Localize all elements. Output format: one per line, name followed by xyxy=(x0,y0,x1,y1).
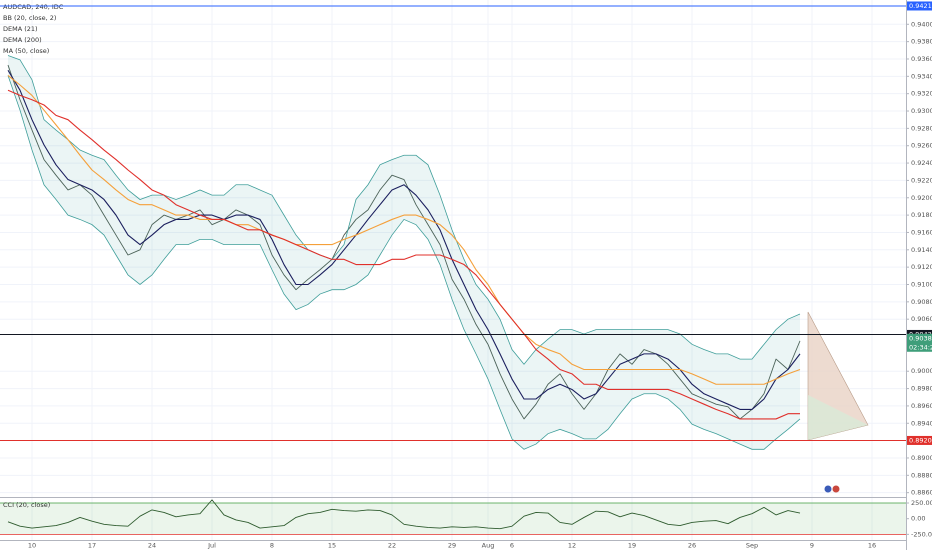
y-tick-label: 0.00 xyxy=(911,515,925,523)
bb-upper xyxy=(7,55,801,365)
x-tick-label: Aug xyxy=(482,542,495,550)
legend-label: AUDCAD, 240, IDC xyxy=(3,3,64,11)
x-tick-label: Sep xyxy=(746,542,758,550)
legend-label: DEMA (21) xyxy=(3,25,38,33)
x-tick-label: 17 xyxy=(88,542,96,550)
legend-label: CCI (20, close) xyxy=(3,501,50,509)
x-tick-label: 15 xyxy=(328,542,336,550)
cci-band xyxy=(0,503,906,535)
legend-label: BB (20, close, 2) xyxy=(3,14,56,22)
flag-icon[interactable] xyxy=(824,485,832,493)
series-line xyxy=(7,75,801,385)
x-tick-label: 22 xyxy=(388,542,396,550)
flag-icon[interactable] xyxy=(832,485,840,493)
y-tick-label: 0.88600 xyxy=(911,489,932,497)
x-tick-label: 12 xyxy=(568,542,576,550)
countdown-label: 02:34:24 xyxy=(909,343,932,351)
grid xyxy=(0,0,906,540)
series-line xyxy=(7,499,801,530)
x-tick-label: 8 xyxy=(270,542,274,550)
legend-label: DEMA (200) xyxy=(3,36,42,44)
x-tick-label: 16 xyxy=(868,542,876,550)
last-price-bg xyxy=(907,333,932,352)
projection-triangle-lower xyxy=(808,395,868,440)
y-tick-label: -250.00 xyxy=(911,530,932,538)
x-tick-label: 19 xyxy=(628,542,636,550)
x-tick-label: 6 xyxy=(510,542,514,550)
bb-fill xyxy=(8,55,800,450)
price-label: 0.94211 xyxy=(909,2,932,10)
price-label: 0.89202 xyxy=(909,436,932,444)
event-icons[interactable] xyxy=(824,485,840,493)
x-tick-label: 26 xyxy=(688,542,696,550)
x-tick-label: 24 xyxy=(148,542,156,550)
bb-lower xyxy=(7,75,801,450)
x-tick-label: Jul xyxy=(207,542,216,550)
x-tick-label: 10 xyxy=(28,542,36,550)
legend-label: MA (50, close) xyxy=(3,47,49,55)
x-tick-label: 29 xyxy=(448,542,456,550)
series-line xyxy=(7,69,801,410)
price-label-bg xyxy=(907,1,932,11)
y-tick-label: 250.00 xyxy=(911,499,932,507)
x-tick-label: 9 xyxy=(810,542,814,550)
price-line xyxy=(7,64,801,420)
series-line xyxy=(7,89,800,420)
price-label-bg xyxy=(907,435,932,445)
